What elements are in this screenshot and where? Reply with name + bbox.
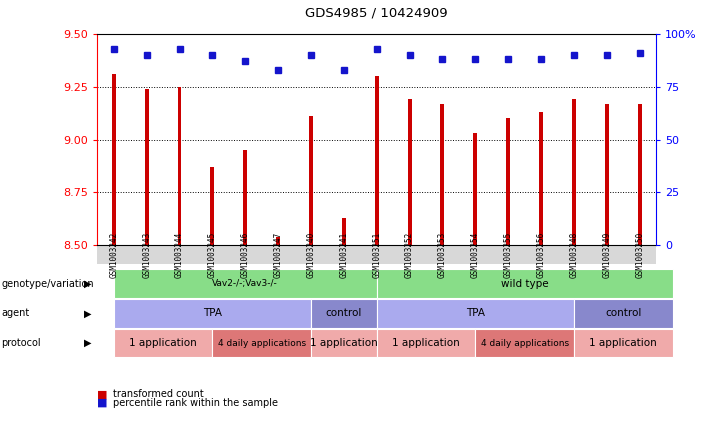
- Text: GSM1003241: GSM1003241: [340, 232, 348, 278]
- Bar: [407, 99, 412, 245]
- Text: GSM1003248: GSM1003248: [570, 232, 578, 278]
- Text: transformed count: transformed count: [113, 389, 204, 399]
- Text: GSM1003247: GSM1003247: [273, 232, 283, 278]
- Text: 1 application: 1 application: [589, 338, 657, 348]
- Text: genotype/variation: genotype/variation: [1, 279, 94, 289]
- Text: protocol: protocol: [1, 338, 41, 348]
- Text: GSM1003251: GSM1003251: [372, 232, 381, 278]
- Bar: [637, 104, 642, 245]
- Bar: [474, 133, 477, 245]
- Bar: [441, 104, 444, 245]
- Bar: [211, 167, 214, 245]
- Text: GSM1003253: GSM1003253: [438, 232, 447, 278]
- Text: GSM1003242: GSM1003242: [110, 232, 118, 278]
- Text: TPA: TPA: [203, 308, 222, 319]
- Text: GSM1003244: GSM1003244: [175, 232, 184, 278]
- Text: ▶: ▶: [84, 308, 92, 319]
- Bar: [375, 76, 379, 245]
- Text: ■: ■: [97, 398, 108, 408]
- Text: percentile rank within the sample: percentile rank within the sample: [113, 398, 278, 408]
- Text: GSM1003245: GSM1003245: [208, 232, 217, 278]
- Text: Vav2-/-;Vav3-/-: Vav2-/-;Vav3-/-: [213, 279, 278, 288]
- Bar: [605, 104, 609, 245]
- Text: 1 application: 1 application: [392, 338, 460, 348]
- Text: GDS4985 / 10424909: GDS4985 / 10424909: [306, 6, 448, 19]
- Text: 1 application: 1 application: [310, 338, 378, 348]
- Text: 4 daily applications: 4 daily applications: [218, 338, 306, 348]
- Bar: [276, 237, 280, 245]
- Bar: [506, 118, 510, 245]
- Bar: [112, 74, 116, 245]
- Text: TPA: TPA: [466, 308, 485, 319]
- Text: ■: ■: [97, 389, 108, 399]
- Text: GSM1003250: GSM1003250: [635, 232, 644, 278]
- Bar: [539, 112, 543, 245]
- Bar: [572, 99, 576, 245]
- Bar: [145, 89, 149, 245]
- Text: GSM1003249: GSM1003249: [602, 232, 611, 278]
- Text: control: control: [605, 308, 642, 319]
- Text: GSM1003256: GSM1003256: [536, 232, 546, 278]
- Bar: [177, 87, 182, 245]
- Text: ▶: ▶: [84, 279, 92, 289]
- Text: agent: agent: [1, 308, 30, 319]
- Text: 4 daily applications: 4 daily applications: [481, 338, 569, 348]
- Text: GSM1003243: GSM1003243: [142, 232, 151, 278]
- Bar: [309, 116, 313, 245]
- Text: GSM1003254: GSM1003254: [471, 232, 480, 278]
- Text: GSM1003240: GSM1003240: [306, 232, 316, 278]
- Bar: [342, 218, 346, 245]
- Text: control: control: [326, 308, 362, 319]
- Text: GSM1003252: GSM1003252: [405, 232, 414, 278]
- Bar: [243, 150, 247, 245]
- Text: 1 application: 1 application: [129, 338, 197, 348]
- Text: GSM1003255: GSM1003255: [504, 232, 513, 278]
- Text: wild type: wild type: [501, 279, 549, 289]
- Text: GSM1003246: GSM1003246: [241, 232, 249, 278]
- Text: ▶: ▶: [84, 338, 92, 348]
